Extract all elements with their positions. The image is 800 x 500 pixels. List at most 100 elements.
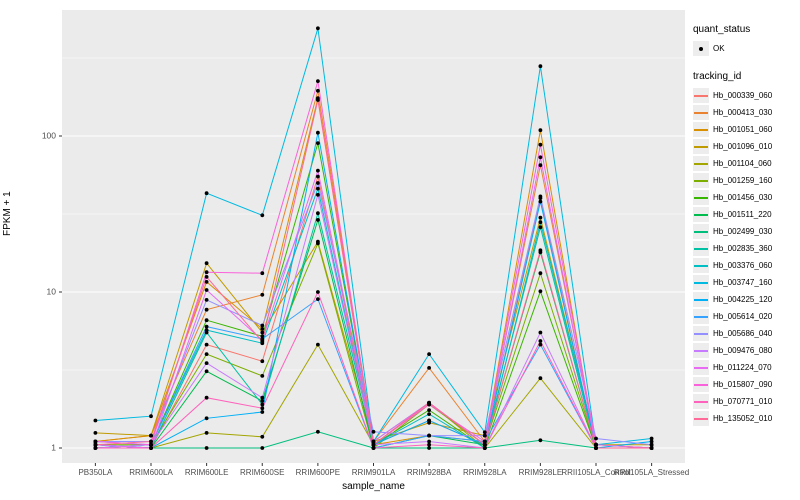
data-point xyxy=(371,446,376,450)
legend-key-box xyxy=(693,343,709,358)
data-point xyxy=(93,442,98,447)
data-point xyxy=(427,433,431,438)
x-tick-label: RRIM600SE xyxy=(240,468,284,477)
data-point xyxy=(204,446,209,450)
legend-item-Hb_002499_030: Hb_002499_030 xyxy=(693,223,799,240)
data-point xyxy=(316,174,320,179)
data-point xyxy=(260,330,265,335)
data-point xyxy=(594,436,598,441)
legend-item-label: Hb_000339_060 xyxy=(713,91,773,100)
legend-title-quant-status: quant_status xyxy=(693,24,751,35)
panel-background xyxy=(62,10,685,463)
legend-item-Hb_000413_030: Hb_000413_030 xyxy=(693,104,799,121)
data-point xyxy=(427,446,431,450)
data-point xyxy=(204,275,209,279)
data-point xyxy=(204,318,209,323)
data-point xyxy=(482,430,487,435)
data-point xyxy=(316,98,320,102)
data-point xyxy=(538,199,543,204)
data-point xyxy=(93,439,98,444)
data-point xyxy=(316,218,320,222)
data-point xyxy=(427,439,431,444)
legend-key-box xyxy=(693,411,709,426)
legend-key-box xyxy=(693,275,709,290)
legend-line-swatch xyxy=(694,213,708,216)
data-point xyxy=(427,400,431,405)
legend-key-box xyxy=(693,258,709,273)
data-point xyxy=(149,433,153,438)
data-point xyxy=(427,412,431,416)
legend-item-label: Hb_001051_060 xyxy=(713,125,773,134)
legend-item-label: Hb_135052_010 xyxy=(713,414,773,423)
data-point xyxy=(260,213,265,218)
data-point xyxy=(204,328,209,332)
data-point xyxy=(594,442,598,447)
legend-key-box xyxy=(693,88,709,103)
data-point xyxy=(538,64,543,69)
legend-item-Hb_003747_160: Hb_003747_160 xyxy=(693,274,799,291)
data-point xyxy=(538,330,543,335)
legend-key-box xyxy=(693,41,709,56)
data-point xyxy=(538,128,543,133)
legend: quant_status OK tracking_id Hb_000339_06… xyxy=(693,24,799,427)
data-point xyxy=(482,439,487,444)
legend-line-swatch xyxy=(694,128,708,131)
legend-item-label: Hb_011224_070 xyxy=(713,363,772,372)
data-point xyxy=(316,211,320,216)
legend-line-swatch xyxy=(694,247,708,250)
y-tick-label: 1 xyxy=(51,443,56,453)
data-point xyxy=(649,446,654,450)
data-point xyxy=(204,280,209,284)
legend-item-Hb_135052_010: Hb_135052_010 xyxy=(693,410,799,427)
legend-key-box xyxy=(693,105,709,120)
x-axis-title: sample_name xyxy=(342,481,405,492)
data-point xyxy=(204,298,209,302)
x-tick-label: RRIM600LA xyxy=(129,468,173,477)
data-point xyxy=(316,429,320,434)
legend-item-Hb_001511_220: Hb_001511_220 xyxy=(693,206,799,223)
data-point xyxy=(204,270,209,275)
legend-item-Hb_001456_030: Hb_001456_030 xyxy=(693,189,799,206)
x-tick-label: RRIM901LA xyxy=(352,468,396,477)
x-tick-label: RRIM928LE xyxy=(519,468,563,477)
legend-item-label: Hb_070771_010 xyxy=(713,397,773,406)
legend-line-swatch xyxy=(694,179,708,182)
data-point xyxy=(260,410,265,414)
legend-item-Hb_070771_010: Hb_070771_010 xyxy=(693,393,799,410)
data-point xyxy=(204,395,209,400)
data-point xyxy=(149,414,153,419)
legend-key-box xyxy=(693,139,709,154)
legend-item-label: Hb_005686_040 xyxy=(713,329,773,338)
legend-key-box xyxy=(693,326,709,341)
legend-item-Hb_015807_090: Hb_015807_090 xyxy=(693,376,799,393)
y-axis-title: FPKM + 1 xyxy=(2,191,13,236)
legend-item-label: Hb_001104_060 xyxy=(713,159,772,168)
data-point xyxy=(260,323,265,328)
data-point xyxy=(149,439,153,444)
data-point xyxy=(427,366,431,370)
legend-item-Hb_009476_080: Hb_009476_080 xyxy=(693,342,799,359)
legend-key-box xyxy=(693,190,709,205)
data-point xyxy=(149,442,153,447)
data-point xyxy=(260,292,265,297)
legend-line-swatch xyxy=(694,196,708,199)
data-point xyxy=(93,446,98,450)
data-point xyxy=(538,225,543,230)
legend-item-Hb_011224_070: Hb_011224_070 xyxy=(693,359,799,376)
data-point xyxy=(316,192,320,197)
data-point xyxy=(93,418,98,423)
data-point xyxy=(260,402,265,407)
data-point xyxy=(538,438,543,443)
data-point xyxy=(427,408,431,412)
data-point xyxy=(316,130,320,135)
data-point xyxy=(427,352,431,356)
data-point xyxy=(594,446,598,450)
legend-line-swatch xyxy=(694,264,708,267)
data-point xyxy=(538,215,543,220)
data-point xyxy=(204,307,209,312)
legend-item-label: Hb_005614_020 xyxy=(713,312,773,321)
data-point xyxy=(149,446,153,450)
data-point xyxy=(93,431,98,435)
